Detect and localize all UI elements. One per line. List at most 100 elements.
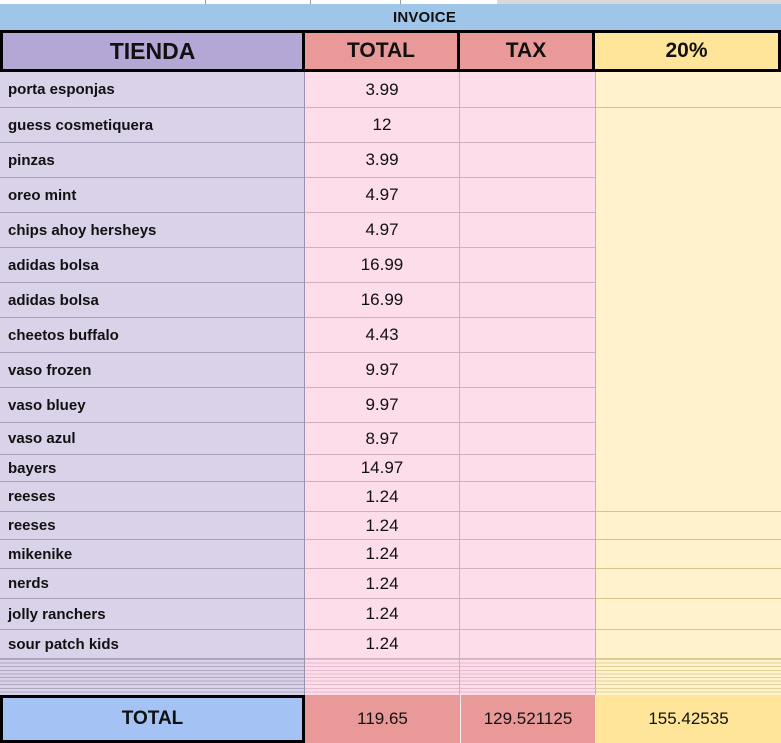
item-name-cell[interactable]: jolly ranchers (0, 599, 305, 630)
item-tax-cell[interactable] (460, 143, 595, 178)
pct-cell[interactable] (596, 72, 781, 108)
column-gridline-tick (310, 0, 311, 4)
header-20pct[interactable]: 20% (595, 33, 781, 69)
item-tax-cell[interactable] (460, 283, 595, 318)
pct-column (595, 72, 781, 695)
item-tax-cell[interactable] (460, 599, 595, 630)
table-row: reeses 1.24 (0, 482, 595, 512)
item-name-cell[interactable]: guess cosmetiquera (0, 108, 305, 143)
header-total[interactable]: TOTAL (305, 33, 460, 69)
column-gridline-tick (400, 0, 401, 4)
item-name-cell[interactable]: porta esponjas (0, 72, 305, 108)
item-name-cell[interactable]: adidas bolsa (0, 283, 305, 318)
column-gridline-tick (205, 0, 206, 4)
item-tax-cell[interactable] (460, 455, 595, 482)
item-total-cell[interactable]: 4.43 (305, 318, 460, 353)
header-tax[interactable]: TAX (460, 33, 595, 69)
item-total-cell[interactable]: 3.99 (305, 143, 460, 178)
table-body: porta esponjas 3.99 guess cosmetiquera 12 pi… (0, 72, 781, 695)
item-tax-cell[interactable] (460, 72, 595, 108)
table-row: vaso azul 8.97 (0, 423, 595, 455)
item-name-cell[interactable]: sour patch kids (0, 630, 305, 659)
table-row: vaso frozen 9.97 (0, 353, 595, 388)
item-tax-cell[interactable] (460, 540, 595, 569)
item-total-cell[interactable]: 1.24 (305, 482, 460, 512)
item-name-cell[interactable]: bayers (0, 455, 305, 482)
pct-empty-thin-rows (596, 659, 781, 695)
item-name-cell[interactable]: reeses (0, 482, 305, 512)
item-name-cell[interactable]: reeses (0, 512, 305, 540)
pct-cell[interactable] (596, 512, 781, 540)
item-tax-cell[interactable] (460, 248, 595, 283)
item-total-cell[interactable]: 3.99 (305, 72, 460, 108)
item-tax-cell[interactable] (460, 482, 595, 512)
item-total-cell[interactable]: 9.97 (305, 353, 460, 388)
item-total-cell[interactable]: 8.97 (305, 423, 460, 455)
item-total-cell[interactable]: 12 (305, 108, 460, 143)
item-tax-cell[interactable] (460, 569, 595, 599)
pct-cell[interactable] (596, 569, 781, 599)
item-tax-cell[interactable] (460, 630, 595, 659)
pct-cell[interactable] (596, 540, 781, 569)
table-row: jolly ranchers 1.24 (0, 599, 595, 630)
table-row: vaso bluey 9.97 (0, 388, 595, 423)
item-tax-cell[interactable] (460, 213, 595, 248)
item-name-cell[interactable]: cheetos buffalo (0, 318, 305, 353)
summary-20pct-cell[interactable]: 155.42535 (595, 695, 781, 743)
item-tax-cell[interactable] (460, 178, 595, 213)
item-tax-cell[interactable] (460, 512, 595, 540)
item-total-cell[interactable]: 16.99 (305, 283, 460, 318)
item-name-cell[interactable]: vaso azul (0, 423, 305, 455)
item-total-cell[interactable]: 14.97 (305, 455, 460, 482)
pct-cell[interactable] (596, 630, 781, 659)
table-row: bayers 14.97 (0, 455, 595, 482)
table-row: mikenike 1.24 (0, 540, 595, 569)
invoice-title: INVOICE (392, 8, 457, 26)
empty-thin-rows (0, 659, 781, 695)
item-total-cell[interactable]: 4.97 (305, 213, 460, 248)
item-tax-cell[interactable] (460, 353, 595, 388)
summary-total-cell[interactable]: 119.65 (305, 695, 460, 743)
item-name-cell[interactable]: adidas bolsa (0, 248, 305, 283)
item-total-cell[interactable]: 16.99 (305, 248, 460, 283)
table-row: adidas bolsa 16.99 (0, 283, 595, 318)
table-row: pinzas 3.99 (0, 143, 595, 178)
table-row: guess cosmetiquera 12 (0, 108, 595, 143)
item-total-cell[interactable]: 1.24 (305, 540, 460, 569)
empty-thin-rows-total-col (305, 659, 460, 695)
item-tax-cell[interactable] (460, 318, 595, 353)
item-tax-cell[interactable] (460, 108, 595, 143)
item-total-cell[interactable]: 4.97 (305, 178, 460, 213)
invoice-title-cell[interactable]: INVOICE (0, 4, 781, 30)
item-name-cell[interactable]: mikenike (0, 540, 305, 569)
summary-tax-cell[interactable]: 129.521125 (460, 695, 595, 743)
grey-cell-sliver (497, 0, 781, 4)
table-row: sour patch kids 1.24 (0, 630, 595, 659)
item-rows: porta esponjas 3.99 guess cosmetiquera 12 pi… (0, 72, 595, 659)
summary-row: TOTAL 119.65 129.521125 155.42535 (0, 695, 781, 743)
item-name-cell[interactable]: nerds (0, 569, 305, 599)
item-name-cell[interactable]: vaso bluey (0, 388, 305, 423)
item-total-cell[interactable]: 1.24 (305, 630, 460, 659)
item-name-cell[interactable]: pinzas (0, 143, 305, 178)
sheet-row-above-sliver (0, 0, 781, 4)
pct-cell[interactable] (596, 599, 781, 630)
item-tax-cell[interactable] (460, 388, 595, 423)
item-total-cell[interactable]: 1.24 (305, 599, 460, 630)
pct-cell-merged[interactable] (596, 108, 781, 512)
item-tax-cell[interactable] (460, 423, 595, 455)
item-total-cell[interactable]: 9.97 (305, 388, 460, 423)
item-total-cell[interactable]: 1.24 (305, 512, 460, 540)
table-row: reeses 1.24 (0, 512, 595, 540)
table-row: porta esponjas 3.99 (0, 72, 595, 108)
table-row: nerds 1.24 (0, 569, 595, 599)
table-row: adidas bolsa 16.99 (0, 248, 595, 283)
table-row: chips ahoy hersheys 4.97 (0, 213, 595, 248)
item-name-cell[interactable]: vaso frozen (0, 353, 305, 388)
header-tienda[interactable]: TIENDA (0, 33, 305, 69)
item-name-cell[interactable]: chips ahoy hersheys (0, 213, 305, 248)
summary-label-cell[interactable]: TOTAL (0, 695, 305, 743)
item-name-cell[interactable]: oreo mint (0, 178, 305, 213)
item-total-cell[interactable]: 1.24 (305, 569, 460, 599)
